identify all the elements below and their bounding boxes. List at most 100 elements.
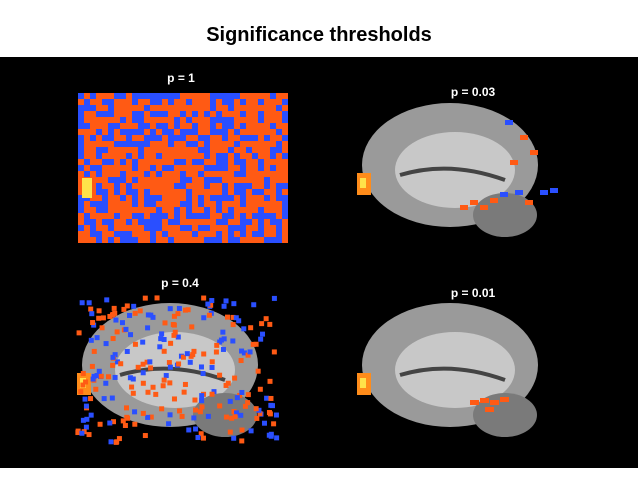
voxel xyxy=(258,153,264,159)
voxel xyxy=(240,135,246,141)
voxel xyxy=(114,329,120,335)
voxel xyxy=(128,332,134,338)
voxel xyxy=(96,213,102,219)
voxel xyxy=(470,200,478,205)
voxel xyxy=(258,207,264,213)
voxel xyxy=(191,415,197,421)
voxel xyxy=(258,231,264,237)
voxel xyxy=(282,183,288,189)
voxel xyxy=(198,123,204,129)
voxel xyxy=(150,189,156,195)
voxel xyxy=(246,111,252,117)
voxel xyxy=(162,177,168,183)
voxel xyxy=(216,117,222,123)
voxel xyxy=(84,141,90,147)
voxel xyxy=(102,141,108,147)
voxel xyxy=(168,213,174,219)
voxel xyxy=(88,337,94,343)
voxel xyxy=(204,225,210,231)
voxel xyxy=(90,219,96,225)
voxel xyxy=(144,165,150,171)
voxel xyxy=(217,372,223,378)
voxel xyxy=(210,111,216,117)
voxel xyxy=(210,129,216,135)
voxel xyxy=(160,383,166,389)
voxel xyxy=(246,105,252,111)
voxel xyxy=(282,189,288,195)
voxel xyxy=(246,213,252,219)
voxel xyxy=(228,183,234,189)
voxel xyxy=(102,171,108,177)
voxel xyxy=(156,165,162,171)
voxel xyxy=(103,341,109,347)
voxel xyxy=(138,111,144,117)
voxel xyxy=(180,105,186,111)
voxel xyxy=(209,359,215,365)
voxel xyxy=(227,429,233,435)
voxel xyxy=(270,129,276,135)
voxel xyxy=(150,135,156,141)
voxel xyxy=(276,207,282,213)
voxel xyxy=(270,141,276,147)
voxel xyxy=(195,434,201,440)
voxel xyxy=(186,165,192,171)
voxel xyxy=(162,320,168,326)
voxel xyxy=(78,201,84,207)
voxel xyxy=(258,147,264,153)
voxel xyxy=(126,189,132,195)
voxel xyxy=(132,135,138,141)
voxel xyxy=(112,374,118,380)
voxel xyxy=(156,231,162,237)
voxel xyxy=(236,318,242,324)
voxel xyxy=(222,189,228,195)
voxel xyxy=(96,111,102,117)
voxel xyxy=(86,300,92,306)
voxel xyxy=(84,123,90,129)
voxel xyxy=(182,307,188,313)
voxel xyxy=(198,219,204,225)
voxel xyxy=(168,147,174,153)
sulcus xyxy=(399,366,506,382)
voxel xyxy=(234,201,240,207)
voxel xyxy=(192,105,198,111)
voxel xyxy=(192,201,198,207)
voxel xyxy=(264,189,270,195)
voxel xyxy=(206,312,212,318)
voxel xyxy=(88,306,94,312)
voxel xyxy=(168,171,174,177)
voxel xyxy=(119,320,125,326)
voxel xyxy=(234,207,240,213)
voxel xyxy=(216,147,222,153)
voxel xyxy=(270,99,276,105)
voxel xyxy=(186,123,192,129)
voxel xyxy=(270,153,276,159)
voxel xyxy=(282,195,288,201)
voxel xyxy=(168,111,174,117)
voxel xyxy=(510,160,518,165)
voxel xyxy=(168,189,174,195)
voxel xyxy=(246,135,252,141)
voxel xyxy=(120,189,126,195)
voxel xyxy=(216,165,222,171)
voxel xyxy=(228,189,234,195)
voxel xyxy=(175,334,181,340)
voxel xyxy=(83,424,89,430)
voxel xyxy=(90,376,96,382)
voxel xyxy=(114,237,120,243)
voxel xyxy=(246,141,252,147)
voxel xyxy=(210,171,216,177)
panel-label: p = 0.4 xyxy=(161,276,199,290)
voxel xyxy=(232,414,238,420)
voxel xyxy=(102,111,108,117)
voxel xyxy=(234,135,240,141)
voxel xyxy=(180,111,186,117)
voxel xyxy=(138,153,144,159)
voxel xyxy=(138,213,144,219)
voxel xyxy=(132,207,138,213)
voxel xyxy=(130,390,136,396)
voxel xyxy=(132,177,138,183)
voxel xyxy=(234,231,240,237)
voxel xyxy=(102,207,108,213)
voxel xyxy=(150,111,156,117)
voxel xyxy=(78,207,84,213)
